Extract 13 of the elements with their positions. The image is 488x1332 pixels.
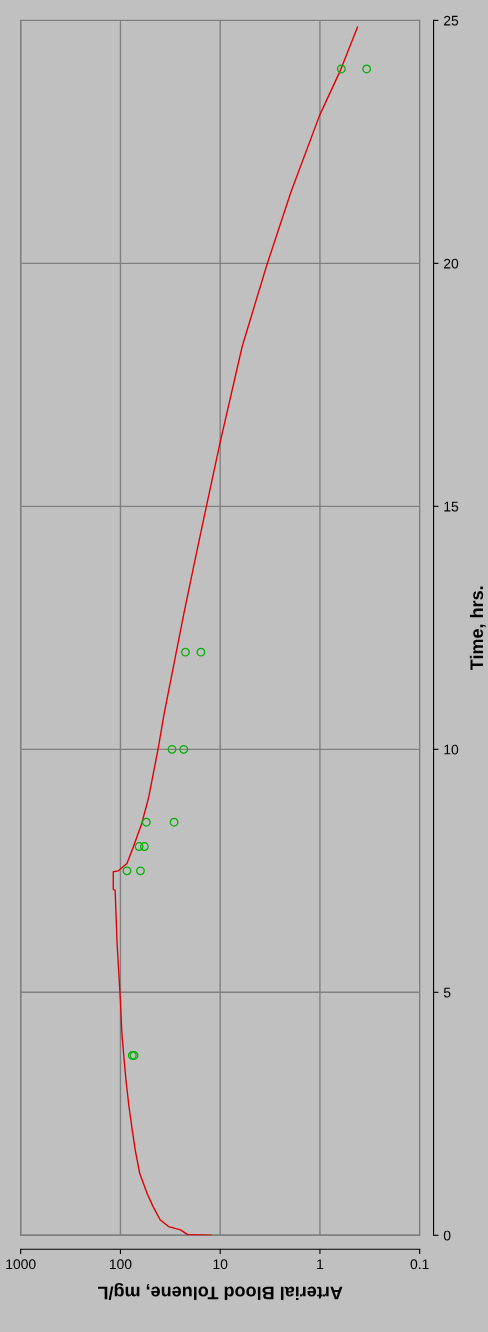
- x-tick-label: 1000: [6, 1259, 36, 1270]
- y-tick-label: 25: [443, 15, 459, 26]
- y-tick-label: 20: [443, 258, 459, 269]
- x-tick-label: 10: [213, 1259, 228, 1270]
- y-tick-label: 0: [443, 1230, 451, 1241]
- y-axis-title: Time, hrs.: [469, 586, 486, 671]
- y-tick-label: 5: [443, 987, 451, 998]
- x-tick-label: 100: [109, 1259, 132, 1270]
- y-tick-label: 10: [444, 744, 459, 755]
- x-tick-label: 0.1: [410, 1259, 429, 1270]
- y-tick-label: 15: [444, 501, 459, 512]
- x-axis-title: Arterial Blood Toluene, mg/L: [98, 1282, 343, 1300]
- x-tick-label: 1: [317, 1259, 324, 1269]
